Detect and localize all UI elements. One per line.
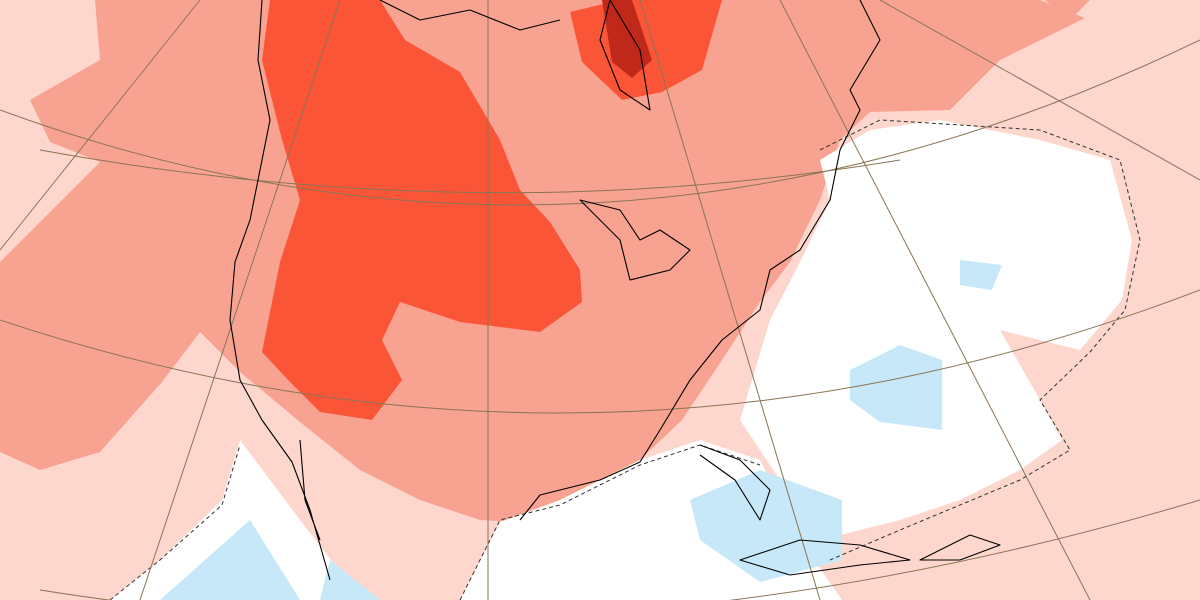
parallel [0,289,1200,414]
anomaly-negative [160,520,300,600]
parallel [39,499,1200,600]
anomaly-negative [960,260,1002,290]
contour-line [109,444,241,600]
coastline [599,0,651,111]
meridian [139,0,341,600]
coastline [699,444,771,521]
parallel [39,149,901,194]
coastlines [229,0,1001,581]
anomaly-strong [262,0,582,420]
anomaly-neutral [740,120,1132,540]
coastline [919,534,1001,561]
parallel [0,39,1200,206]
meridian [639,0,821,600]
contour-line [459,444,761,600]
anomaly-negative [320,560,380,600]
meridian [879,0,1200,181]
anomaly-neutral [110,440,362,600]
coastline [379,0,561,31]
contour-line [819,119,1141,561]
anomaly-moderate [1045,0,1090,20]
anomaly-extreme [602,0,652,78]
anomaly-moderate [850,0,1040,110]
meridian [0,0,201,251]
anomaly-negative [690,470,842,582]
anomaly-negative [850,345,942,430]
coastline [229,0,881,581]
coastline [739,539,911,576]
meridian [779,0,1091,600]
coastline [579,199,691,281]
